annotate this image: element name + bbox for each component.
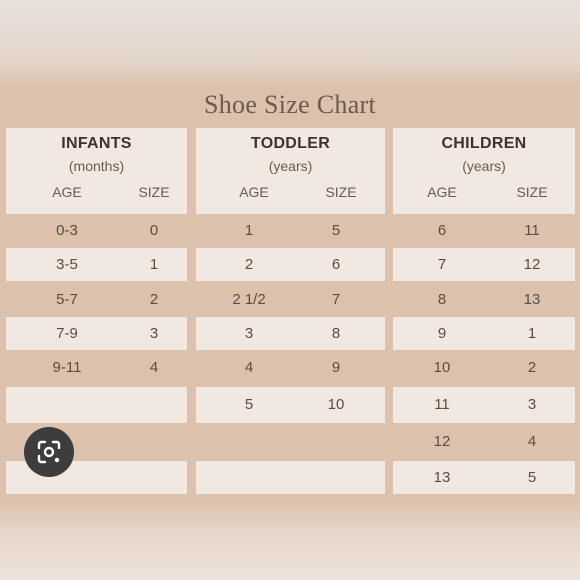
table-row: 11 3 [393,387,575,423]
infants-size-cell: 2 [149,291,159,308]
toddler-size-cell: 10 [327,396,345,413]
children-age-cell: 6 [437,222,447,239]
toddler-age-cell: 5 [244,396,254,413]
table-row: 8 13 [393,283,575,316]
children-size-cell: 2 [527,359,537,376]
children-size-header: SIZE [516,184,548,200]
table-row: 7 12 [393,248,575,281]
children-age-cell: 9 [437,325,447,342]
toddler-age-header: AGE [239,184,269,200]
table-row: 4 9 [196,351,385,384]
toddler-size-cell: 6 [331,256,341,273]
children-age-cell: 7 [437,256,447,273]
table-row: 6 11 [393,214,575,247]
table-row: 2 1/2 7 [196,283,385,316]
table-row: 5 10 [196,387,385,423]
toddler-unit: (years) [268,158,313,174]
infants-size-cell: 0 [149,222,159,239]
children-age-cell: 11 [434,396,450,413]
toddler-size-cell: 9 [331,359,341,376]
infants-age-cell: 9-11 [52,359,82,376]
infants-age-cell: 3-5 [56,256,78,273]
table-row: 9 1 [393,317,575,350]
table-row: 1 5 [196,214,385,247]
table-row: 5-7 2 [6,283,187,316]
children-age-cell: 10 [433,359,451,376]
toddler-age-cell: 4 [244,359,254,376]
infants-title: INFANTS [61,135,132,152]
infants-size-cell: 1 [149,256,159,273]
children-age-cell: 8 [437,291,447,308]
table-row: 12 4 [393,425,575,459]
infants-header: INFANTS (months) AGE SIZE [6,128,187,214]
children-size-cell: 4 [527,433,537,450]
table-row: 10 2 [393,351,575,384]
table-row: 13 5 [393,461,575,494]
children-header: CHILDREN (years) AGE SIZE [393,128,575,214]
table-row: 9-11 4 [6,351,187,384]
infants-age-cell: 7-9 [56,325,78,342]
infants-size-header: SIZE [138,184,170,200]
children-size-cell: 5 [527,469,537,486]
children-age-cell: 13 [433,469,451,486]
table-row: 7-9 3 [6,317,187,350]
children-title: CHILDREN [441,135,527,152]
toddler-header: TODDLER (years) AGE SIZE [196,128,385,214]
children-size-cell: 12 [523,256,541,273]
children-size-cell: 11 [524,222,540,239]
children-size-cell: 13 [523,291,541,308]
toddler-age-cell: 2 1/2 [232,291,266,308]
toddler-size-header: SIZE [325,184,357,200]
table-row: 3-5 1 [6,248,187,281]
infants-size-cell: 3 [149,325,159,342]
toddler-age-cell: 1 [244,222,254,239]
table-row: 2 6 [196,248,385,281]
infants-age-cell: 5-7 [56,291,78,308]
children-age-cell: 12 [433,433,451,450]
toddler-age-cell: 2 [244,256,254,273]
toddler-size-cell: 7 [331,291,341,308]
chart-title: Shoe Size Chart [203,90,377,119]
table-row: 0-3 0 [6,214,187,247]
infants-unit: (months) [68,158,125,174]
lens-search-button[interactable] [24,427,74,477]
children-unit: (years) [462,158,506,174]
infants-age-cell: 0-3 [56,222,78,239]
children-size-cell: 1 [527,325,537,342]
infants-size-cell: 4 [149,359,159,376]
children-age-header: AGE [427,184,457,200]
table-row: 3 8 [196,317,385,350]
toddler-size-cell: 8 [331,325,341,342]
toddler-age-cell: 3 [244,325,254,342]
lens-search-icon [37,440,61,464]
toddler-title: TODDLER [250,135,331,152]
empty-row [196,461,385,494]
empty-row [6,387,187,423]
toddler-size-cell: 5 [331,222,341,239]
children-size-cell: 3 [527,396,537,413]
infants-age-header: AGE [52,184,82,200]
